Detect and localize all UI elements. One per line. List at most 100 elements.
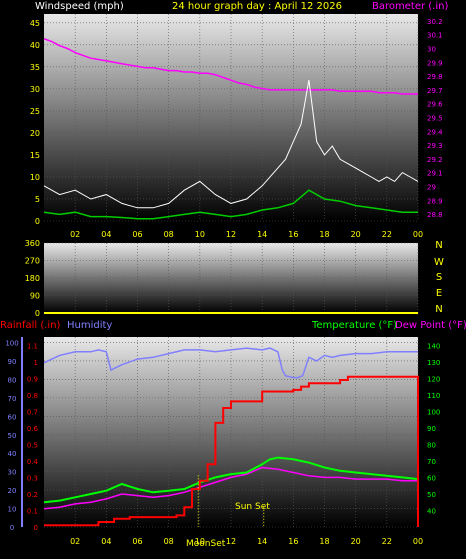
wind-y-tick-label: 15: [30, 151, 40, 160]
bottom-x-tick-label: 02: [70, 537, 80, 546]
rainfall-y-tick-label: 0.1: [27, 507, 38, 515]
rainfall-y-tick-label: 0.5: [27, 441, 38, 449]
wind-x-tick-label: 10: [195, 230, 205, 239]
wind-y-tick-label: 30: [30, 85, 40, 94]
humidity-y-tick-label: 100: [5, 340, 18, 348]
wind-x-tick-label: 02: [70, 230, 80, 239]
rainfall-y-tick-label: 0.2: [27, 491, 38, 499]
temperature-y-tick-label: 40: [427, 507, 436, 515]
direction-y-tick-label: 270: [25, 257, 40, 266]
temperature-y-tick-label: 50: [427, 491, 436, 499]
temp-rain-plot-area: [44, 337, 418, 527]
bottom-x-tick-label: 00: [413, 537, 423, 546]
temperature-y-tick-label: 120: [427, 375, 440, 383]
baro-y-tick-label: 29.9: [427, 59, 443, 67]
wind-y-tick-label: 5: [35, 195, 40, 204]
baro-y-tick-label: 29.5: [427, 115, 443, 123]
rainfall-y-tick-label: 0.8: [27, 392, 38, 400]
moon-set-label: MoonSet: [186, 539, 226, 549]
compass-s: S: [435, 272, 443, 283]
wind-y-tick-label: 35: [30, 63, 40, 72]
wind-x-tick-label: 12: [226, 230, 236, 239]
baro-y-tick-label: 29.8: [427, 73, 443, 81]
rainfall-y-tick-label: 0.9: [27, 375, 38, 383]
wind-y-tick-label: 40: [30, 41, 40, 50]
baro-y-tick-label: 28.9: [427, 197, 443, 205]
humidity-y-tick-label: 20: [8, 487, 17, 495]
baro-y-tick-label: 29.3: [427, 142, 443, 150]
bottom-x-tick-label: 06: [132, 537, 142, 546]
direction-y-tick-label: 0: [35, 309, 40, 318]
temperature-y-tick-label: 130: [427, 359, 440, 367]
temperature-y-tick-label: 60: [427, 474, 436, 482]
barometer-line: [43, 38, 418, 95]
wind-x-tick-label: 16: [288, 230, 298, 239]
wind-y-tick-label: 45: [30, 19, 40, 28]
chart-title: 24 hour graph day : April 12 2026: [172, 1, 342, 12]
dewpoint-line: [43, 466, 418, 510]
windspeed-axis-label: Windspeed (mph): [35, 1, 124, 12]
baro-y-tick-label: 28.8: [427, 211, 443, 219]
rainfall-y-tick-label: 0.4: [27, 458, 39, 466]
rainfall-y-tick-label: 1: [34, 359, 38, 367]
windspeed-average-line: [43, 189, 418, 220]
wind-baro-plot-area: [44, 14, 418, 221]
temperature-y-tick-label: 100: [427, 408, 440, 416]
wind-y-tick-label: 20: [30, 129, 40, 138]
temperature-y-tick-label: 80: [427, 441, 436, 449]
humidity-line: [43, 347, 418, 379]
bottom-x-tick-label: 14: [257, 537, 267, 546]
sun-set-label: Sun Set: [235, 502, 270, 512]
barometer-axis-label: Barometer (.in): [372, 1, 449, 12]
humidity-y-tick-label: 90: [8, 358, 17, 366]
humidity-y-tick-label: 0: [10, 524, 14, 532]
wind-x-tick-label: 18: [319, 230, 329, 239]
wind-x-tick-label: 04: [101, 230, 111, 239]
rainfall-axis-label: Rainfall (.in): [0, 320, 61, 331]
temperature-y-tick-label: 70: [427, 458, 436, 466]
rainfall-y-tick-label: 0: [34, 524, 38, 532]
compass-e: E: [435, 288, 443, 299]
rainfall-y-tick-label: 0.6: [27, 425, 39, 433]
bottom-x-tick-label: 20: [351, 537, 361, 546]
baro-y-tick-label: 29.6: [427, 101, 443, 109]
temperature-y-tick-label: 90: [427, 425, 436, 433]
wind-x-tick-label: 14: [257, 230, 267, 239]
windspeed-gust-line: [43, 80, 419, 209]
compass-w: W: [434, 257, 444, 268]
humidity-y-tick-label: 40: [8, 450, 17, 458]
rainfall-y-tick-label: 0.7: [27, 408, 38, 416]
temperature-y-tick-label: 140: [427, 342, 440, 350]
bottom-x-tick-label: 16: [288, 537, 298, 546]
compass-n-top: N: [435, 240, 443, 251]
bottom-x-tick-label: 18: [319, 537, 329, 546]
rainfall-y-tick-label: 0.3: [27, 474, 38, 482]
direction-y-tick-label: 360: [25, 239, 40, 248]
dewpoint-axis-label: Dew Point (°F): [395, 320, 466, 331]
rainfall-y-tick-label: 1.1: [27, 342, 38, 350]
wind-x-tick-label: 08: [164, 230, 174, 239]
humidity-y-tick-label: 70: [8, 395, 17, 403]
direction-y-tick-label: 90: [30, 292, 40, 301]
wind-x-tick-label: 20: [351, 230, 361, 239]
baro-y-tick-label: 30: [427, 46, 436, 54]
wind-y-tick-label: 0: [35, 217, 40, 226]
humidity-y-tick-label: 80: [8, 376, 17, 384]
temperature-y-tick-label: 110: [427, 392, 440, 400]
baro-y-tick-label: 29: [427, 184, 436, 192]
humidity-y-tick-label: 50: [8, 432, 17, 440]
humidity-y-tick-label: 60: [8, 413, 17, 421]
rainfall-line: [44, 375, 419, 527]
wind-x-tick-label: 22: [382, 230, 392, 239]
bottom-x-tick-label: 12: [226, 537, 236, 546]
direction-y-tick-label: 180: [25, 274, 40, 283]
wind-y-tick-label: 10: [30, 173, 40, 182]
wind-x-tick-label: 00: [413, 230, 423, 239]
bottom-x-tick-label: 04: [101, 537, 111, 546]
wind-x-tick-label: 06: [132, 230, 142, 239]
baro-y-tick-label: 30.2: [427, 18, 443, 26]
humidity-y-tick-label: 30: [8, 469, 17, 477]
bottom-x-tick-label: 22: [382, 537, 392, 546]
